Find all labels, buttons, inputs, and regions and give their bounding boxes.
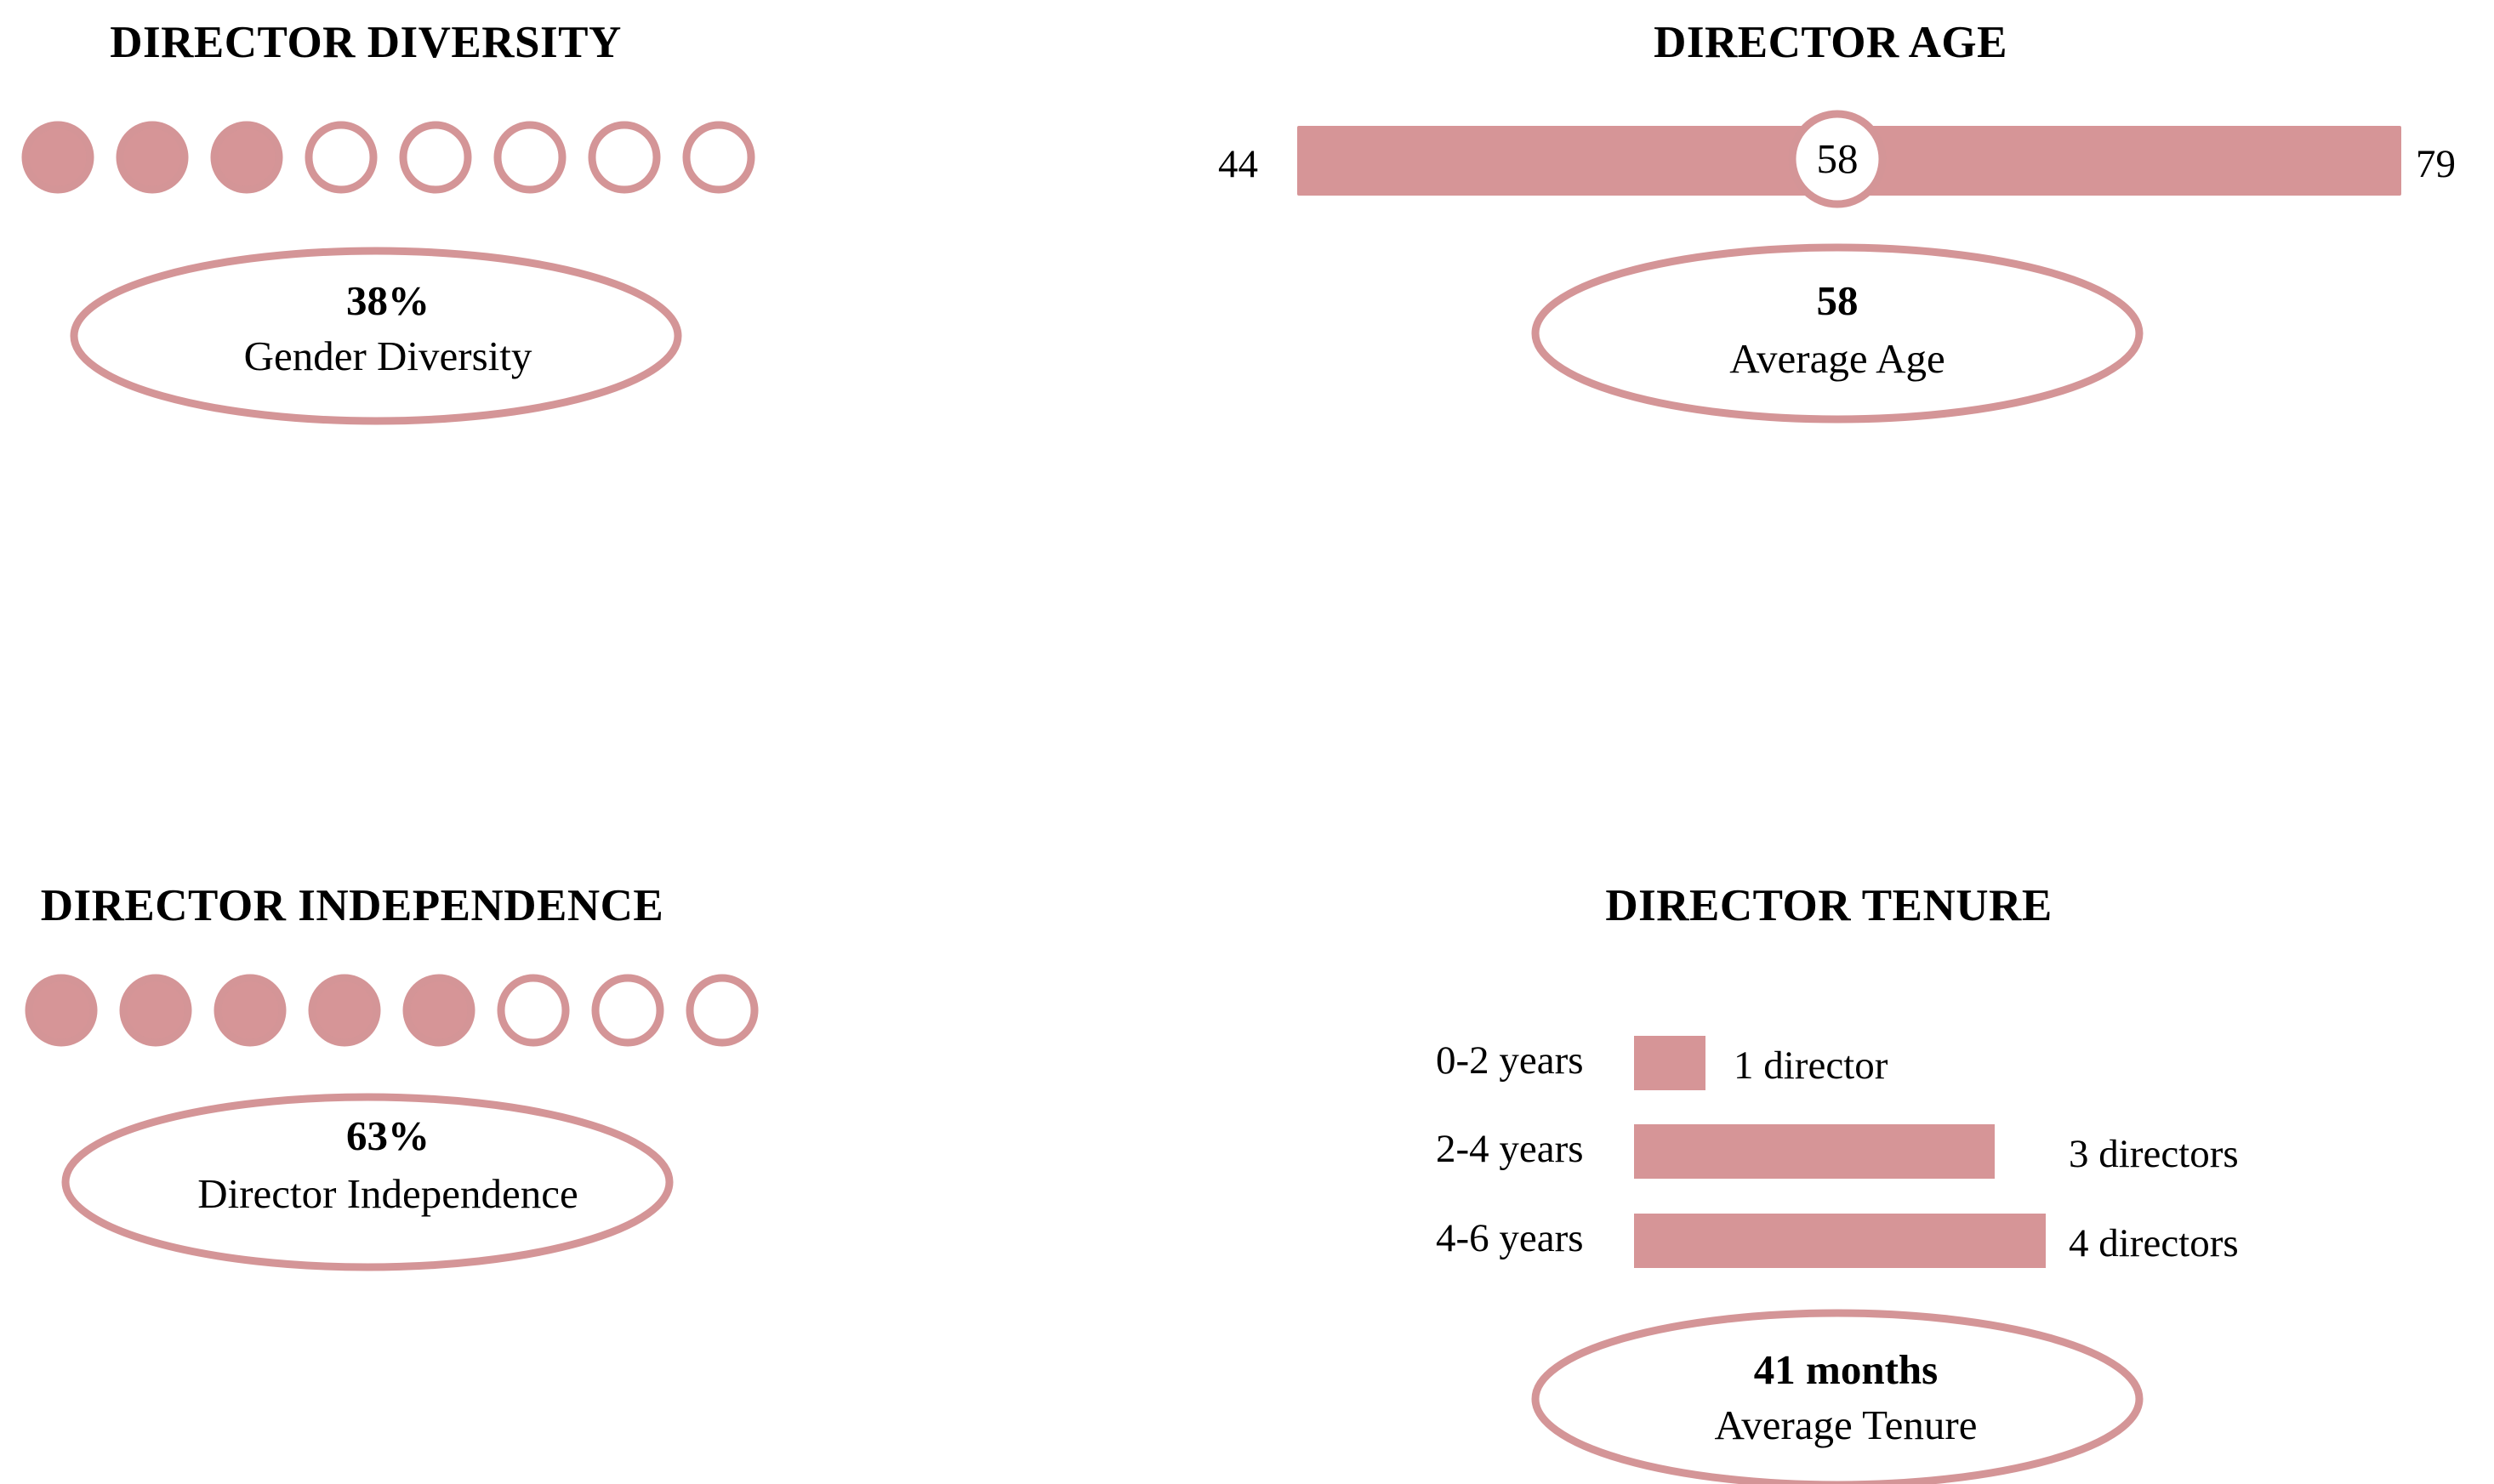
tenure-category-label: 2-4 years [1436,1127,1584,1171]
independence-value: 63% [346,1112,430,1159]
independence-dot-filled [402,974,475,1047]
diversity-panel: DIRECTOR DIVERSITY 38% Gender Diversity [21,18,755,425]
tenure-bar [1634,1214,2046,1268]
independence-title: DIRECTOR INDEPENDENCE [41,881,664,930]
tenure-title: DIRECTOR TENURE [1605,881,2052,930]
tenure-oval [1531,1309,2144,1484]
tenure-bar [1634,1036,1705,1090]
independence-dot-filled [214,974,287,1047]
independence-dot-empty [686,974,759,1047]
age-title: DIRECTOR AGE [1654,18,2007,67]
age-value: 58 [1817,277,1859,324]
tenure-bars: 0-2 years 1 director 2-4 years 3 directors 4… [1436,1036,2239,1268]
independence-dot-empty [591,974,664,1047]
tenure-count-label: 3 directors [2069,1132,2239,1176]
diversity-dot-empty [305,121,378,194]
diversity-dot-filled [116,121,189,194]
diversity-label: Gender Diversity [244,333,532,379]
tenure-count-label: 4 directors [2069,1221,2239,1265]
independence-dot-filled [308,974,381,1047]
tenure-panel: DIRECTOR TENURE 0-2 years 1 director 2-4 y… [1436,881,2239,1484]
diversity-dot-empty [399,121,472,194]
tenure-bar [1634,1124,1995,1179]
age-max-label: 79 [2416,142,2456,186]
diversity-dot-empty [682,121,755,194]
diversity-dot-empty [493,121,567,194]
age-marker-label: 58 [1817,135,1859,182]
independence-panel: DIRECTOR INDEPENDENCE 63% Director Indep… [25,881,759,1271]
diversity-dot-empty [588,121,661,194]
age-label: Average Age [1729,335,1945,382]
diversity-dot-filled [21,121,94,194]
tenure-value: 41 months [1754,1346,1938,1393]
tenure-count-label: 1 director [1734,1043,1888,1088]
tenure-category-label: 4-6 years [1436,1216,1584,1260]
tenure-label: Average Tenure [1714,1402,1977,1448]
diversity-dot-filled [210,121,283,194]
independence-oval [61,1093,674,1271]
age-panel: DIRECTOR AGE 44 79 58 58 Average Age [1218,18,2456,424]
age-oval [1531,243,2144,424]
age-marker [1788,110,1887,208]
diversity-dots [21,121,755,194]
independence-dot-empty [497,974,570,1047]
independence-dot-filled [25,974,98,1047]
independence-label: Director Independence [197,1170,578,1217]
diversity-title: DIRECTOR DIVERSITY [110,18,621,67]
tenure-category-label: 0-2 years [1436,1038,1584,1083]
independence-dots [25,974,759,1047]
diversity-oval [70,247,682,425]
age-min-label: 44 [1218,142,1258,186]
independence-dot-filled [119,974,192,1047]
diversity-value: 38% [346,277,430,324]
